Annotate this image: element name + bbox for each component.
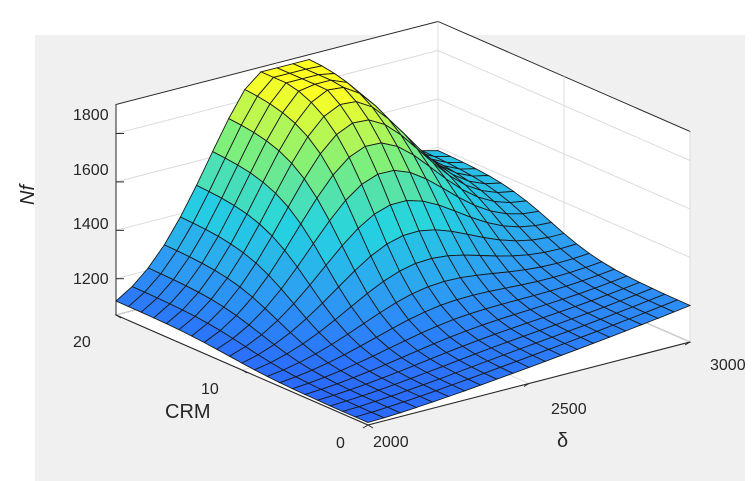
surface-mesh [115, 59, 692, 423]
x-tick-label: 3000 [710, 357, 746, 374]
y-tick-mark [367, 424, 374, 429]
z-tick-label: 1800 [73, 107, 109, 124]
y-tick-label: 20 [73, 334, 91, 351]
y-tick-label: 10 [201, 381, 219, 398]
x-tick-label: 2000 [373, 434, 409, 451]
z-tick-label: 1400 [73, 216, 109, 233]
x-axis-line [367, 341, 691, 426]
z-tick-label: 1600 [73, 162, 109, 179]
y-tick-label: 0 [336, 435, 345, 452]
axis-ticks [115, 104, 691, 429]
x-tick-label: 2500 [551, 401, 587, 418]
z-tick-label: 1200 [73, 271, 109, 288]
z-axis-label: Nf [17, 183, 39, 205]
y-axis-line [115, 314, 369, 426]
surface-patch [354, 411, 386, 423]
x-axis-label: δ [557, 430, 568, 452]
y-axis-label: CRM [165, 401, 211, 423]
x-tick-mark [362, 424, 369, 429]
